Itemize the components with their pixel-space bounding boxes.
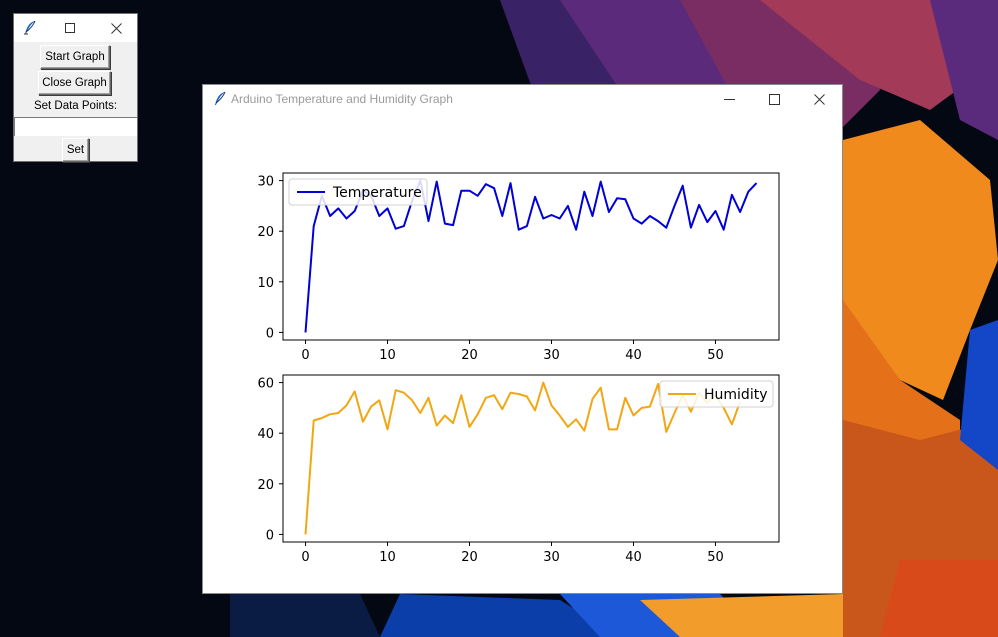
- x-tick-label: 0: [301, 550, 309, 565]
- series-line-humidity: [304, 381, 742, 535]
- subplot-0: 0 10 20 30 40 50 0 10 20 30 Temperature: [257, 172, 780, 363]
- data-points-input[interactable]: [14, 117, 137, 136]
- y-tick-label: 0: [266, 326, 274, 341]
- tk-feather-icon: [24, 20, 36, 35]
- maximize-icon[interactable]: [764, 89, 784, 109]
- close-graph-button[interactable]: Close Graph: [38, 71, 111, 95]
- legend: Temperature: [288, 178, 428, 206]
- x-tick-label: 40: [625, 348, 642, 363]
- legend-box: [659, 380, 774, 408]
- y-tick-label: 60: [257, 377, 274, 392]
- x-tick-label: 10: [379, 348, 396, 363]
- axes-frame: [282, 172, 780, 341]
- maximize-icon[interactable]: [60, 18, 80, 38]
- x-tick-label: 30: [543, 348, 560, 363]
- plot-canvas: 0 10 20 30 40 50 0 10 20 30 Temperature 0 10 20 30 40 50…: [257, 172, 780, 565]
- close-icon[interactable]: [106, 18, 126, 38]
- window-title: Arduino Temperature and Humidity Graph: [231, 92, 453, 106]
- legend: Humidity: [659, 380, 774, 408]
- tk-feather-icon: [215, 91, 226, 105]
- x-tick-label: 0: [301, 348, 309, 363]
- y-tick-label: 20: [257, 225, 274, 240]
- y-tick-label: 40: [257, 427, 274, 442]
- x-tick-label: 30: [543, 550, 560, 565]
- legend-label: Humidity: [704, 387, 767, 403]
- y-tick-label: 30: [257, 175, 274, 190]
- subplot-1: 0 10 20 30 40 50 0 20 40 60 Humidity: [257, 374, 780, 565]
- graph-window-titlebar[interactable]: Arduino Temperature and Humidity Graph: [203, 85, 842, 113]
- legend-label: Temperature: [332, 185, 422, 201]
- x-tick-label: 50: [707, 348, 724, 363]
- set-button[interactable]: Set: [62, 138, 89, 162]
- x-tick-label: 40: [625, 550, 642, 565]
- minimize-icon[interactable]: [719, 89, 739, 109]
- graph-window: Arduino Temperature and Humidity Graph 0…: [202, 84, 843, 594]
- close-icon[interactable]: [809, 89, 829, 109]
- control-window-titlebar[interactable]: [14, 14, 137, 42]
- y-tick-label: 10: [257, 276, 274, 291]
- control-window: Start Graph Close Graph Set Data Points:…: [13, 13, 138, 162]
- x-tick-label: 10: [379, 550, 396, 565]
- series-line-temperature: [304, 179, 758, 333]
- set-data-points-label: Set Data Points:: [33, 100, 118, 112]
- legend-box: [288, 178, 428, 206]
- y-tick-label: 20: [257, 478, 274, 493]
- start-graph-button[interactable]: Start Graph: [40, 45, 110, 69]
- x-tick-label: 20: [461, 550, 478, 565]
- x-tick-label: 50: [707, 550, 724, 565]
- y-tick-label: 0: [266, 528, 274, 543]
- x-tick-label: 20: [461, 348, 478, 363]
